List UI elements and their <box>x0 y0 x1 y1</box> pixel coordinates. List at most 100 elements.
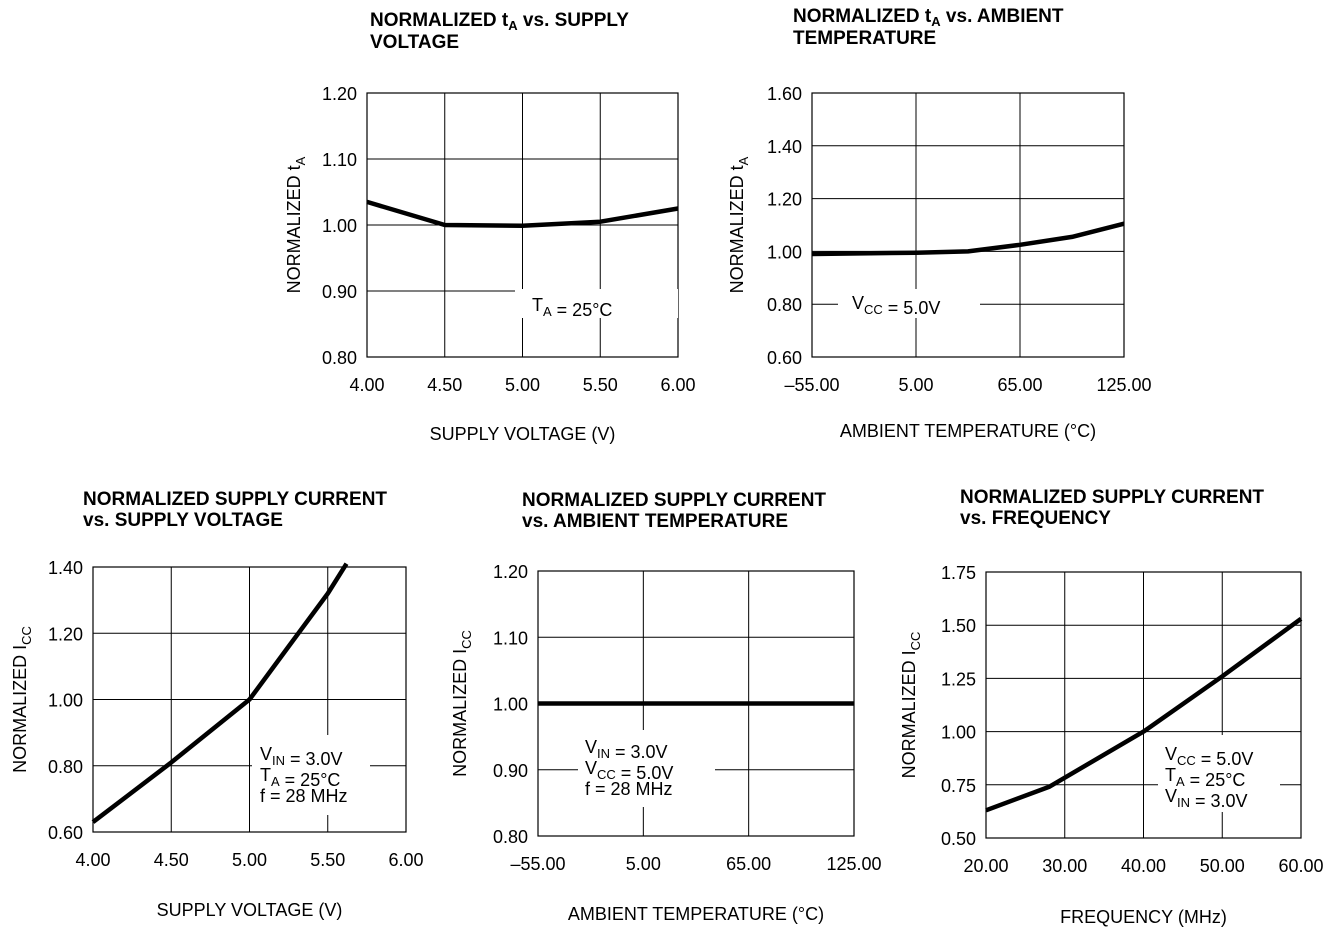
chart-4-annotation-part: = 5.0V <box>616 763 674 783</box>
chart-3-annotation-line: f = 28 MHz <box>260 786 348 806</box>
chart-2-y-axis-label-text: NORMALIZED t <box>727 165 747 293</box>
chart-4-y-axis-label-text: NORMALIZED I <box>450 649 470 777</box>
chart-title-2-prefix: NORMALIZED t <box>793 6 932 27</box>
chart-2-y-tick-label: 1.40 <box>767 137 802 157</box>
chart-5-x-tick-label: 40.00 <box>1121 856 1166 876</box>
chart-2-x-tick-label: 5.00 <box>898 375 933 395</box>
chart-2-y-tick-label: 1.60 <box>767 84 802 104</box>
chart-4-annotation-line: VCC = 5.0V <box>585 758 673 783</box>
chart-4-y-tick-label: 0.90 <box>493 761 528 781</box>
chart-4-annotation-part: CC <box>597 767 616 782</box>
chart-2-annotation-part: CC <box>864 302 883 317</box>
chart-4-annotation-part: V <box>585 737 597 757</box>
chart-2-y-axis-label: NORMALIZED tA <box>727 156 751 293</box>
chart-title-1: NORMALIZED tA vs. SUPPLY VOLTAGE <box>370 10 629 53</box>
chart-5-y-axis-label: NORMALIZED ICC <box>899 632 923 779</box>
chart-3-annotation-part: A <box>271 774 280 789</box>
chart-3-y-tick-label: 1.40 <box>48 558 83 578</box>
chart-3-series-line <box>91 562 349 824</box>
chart-2-y-tick-label: 0.80 <box>767 295 802 315</box>
chart-title-3-line2: vs. SUPPLY VOLTAGE <box>83 510 283 531</box>
chart-3-x-tick-label: 5.00 <box>232 850 267 870</box>
chart-3-x-tick-label: 4.00 <box>75 850 110 870</box>
chart-2-x-tick-label: 65.00 <box>997 375 1042 395</box>
chart-4-x-tick-label: 125.00 <box>826 854 881 874</box>
chart-5-x-tick-label: 20.00 <box>963 856 1008 876</box>
chart-3-x-axis-label: SUPPLY VOLTAGE (V) <box>157 900 343 920</box>
chart-5-annotation-part: A <box>1176 774 1185 789</box>
chart-2-y-tick-label: 1.00 <box>767 242 802 262</box>
chart-4-annotation-part: f = 28 MHz <box>585 779 673 799</box>
chart-4-y-axis-label-subscript: CC <box>459 630 474 649</box>
chart-5-annotation-part: = 25°C <box>1185 770 1246 790</box>
chart-5-annotation-part: = 3.0V <box>1190 791 1248 811</box>
chart-3-annotation-line: VIN = 3.0V <box>260 744 343 769</box>
chart-2-annotation-line: VCC = 5.0V <box>852 293 940 318</box>
chart-4-annotation-part: V <box>585 758 597 778</box>
chart-title-5-line2: vs. FREQUENCY <box>960 508 1111 529</box>
chart-title-2-line2: TEMPERATURE <box>793 28 937 49</box>
chart-3-x-tick-label: 4.50 <box>154 850 189 870</box>
chart-4-y-tick-label: 1.10 <box>493 628 528 648</box>
chart-5-y-axis-label-text: NORMALIZED I <box>899 650 919 778</box>
chart-title-4-line2: vs. AMBIENT TEMPERATURE <box>522 511 789 532</box>
chart-2-x-axis-label: AMBIENT TEMPERATURE (°C) <box>840 421 1096 441</box>
chart-5-y-tick-label: 1.00 <box>941 723 976 743</box>
chart-1-y-tick-label: 0.90 <box>322 282 357 302</box>
chart-1-annotation-part: = 25°C <box>552 300 613 320</box>
chart-5-annotation-line: VIN = 3.0V <box>1165 786 1248 811</box>
chart-5-annotation-part: CC <box>1177 753 1196 768</box>
chart-3-annotation-part: V <box>260 744 272 764</box>
chart-4-y-tick-label: 1.00 <box>493 695 528 715</box>
chart-1-x-tick-label: 5.50 <box>583 375 618 395</box>
chart-5-annotation-part: V <box>1165 744 1177 764</box>
chart-2-annotation-bg <box>838 289 980 318</box>
chart-title-4: NORMALIZED SUPPLY CURRENT vs. AMBIENT TE… <box>522 490 826 532</box>
chart-2: VCC = 5.0V –55.00 5.00 65.00 125.00 0.60 0.80 1… <box>727 84 1152 441</box>
chart-1-y-tick-label: 0.80 <box>322 348 357 368</box>
chart-title-2-subscript: A <box>931 14 941 29</box>
chart-5-annotation-part: = 5.0V <box>1196 749 1254 769</box>
chart-5-y-tick-label: 1.50 <box>941 616 976 636</box>
chart-1-y-tick-label: 1.20 <box>322 84 357 104</box>
chart-2-y-tick-label: 0.60 <box>767 348 802 368</box>
chart-3-y-tick-label: 1.00 <box>48 691 83 711</box>
chart-2-y-axis-label-subscript: A <box>736 156 751 165</box>
chart-title-5: NORMALIZED SUPPLY CURRENT vs. FREQUENCY <box>960 487 1264 529</box>
chart-1-annotation-part: A <box>543 304 552 319</box>
chart-3-x-tick-label: 5.50 <box>310 850 345 870</box>
chart-title-2: NORMALIZED tA vs. AMBIENT TEMPERATURE <box>793 6 1063 49</box>
chart-title-1-rest: vs. SUPPLY <box>517 10 629 31</box>
chart-3-y-axis-label: NORMALIZED ICC <box>10 626 34 773</box>
chart-5-annotation-part: IN <box>1177 795 1190 810</box>
chart-1-y-axis-label-text: NORMALIZED t <box>284 165 304 293</box>
chart-5-series-line <box>985 616 1303 813</box>
chart-title-5-line1: NORMALIZED SUPPLY CURRENT <box>960 487 1265 508</box>
chart-5-annotation-part: V <box>1165 786 1177 806</box>
chart-title-2-rest: vs. AMBIENT <box>940 6 1064 27</box>
chart-1-x-tick-label: 5.00 <box>505 375 540 395</box>
chart-1-x-tick-label: 6.00 <box>660 375 695 395</box>
chart-5-annotation-part: T <box>1165 765 1176 785</box>
chart-2-y-tick-label: 1.20 <box>767 190 802 210</box>
chart-5-x-tick-label: 30.00 <box>1042 856 1087 876</box>
chart-4-annotation-line: f = 28 MHz <box>585 779 673 799</box>
chart-3-y-tick-label: 0.80 <box>48 757 83 777</box>
chart-3-y-tick-label: 1.20 <box>48 624 83 644</box>
chart-5-x-tick-label: 60.00 <box>1278 856 1323 876</box>
chart-title-1-line2: VOLTAGE <box>370 32 460 53</box>
chart-3-annotation-part: T <box>260 765 271 785</box>
chart-1-x-tick-label: 4.50 <box>427 375 462 395</box>
chart-2-x-tick-label: 125.00 <box>1096 375 1151 395</box>
chart-1: TA = 25°C4.00 4.50 5.00 5.50 6.000.800.901.0… <box>284 84 696 444</box>
chart-5-x-tick-label: 50.00 <box>1200 856 1245 876</box>
chart-4-x-tick-label: 5.00 <box>626 854 661 874</box>
chart-title-3-line1: NORMALIZED SUPPLY CURRENT <box>83 489 388 510</box>
chart-4-x-axis-label: AMBIENT TEMPERATURE (°C) <box>568 904 824 924</box>
chart-3-y-axis-label-text: NORMALIZED I <box>10 645 30 773</box>
chart-3-annotation-part: IN <box>272 753 285 768</box>
chart-5-y-axis-label-subscript: CC <box>908 632 923 651</box>
